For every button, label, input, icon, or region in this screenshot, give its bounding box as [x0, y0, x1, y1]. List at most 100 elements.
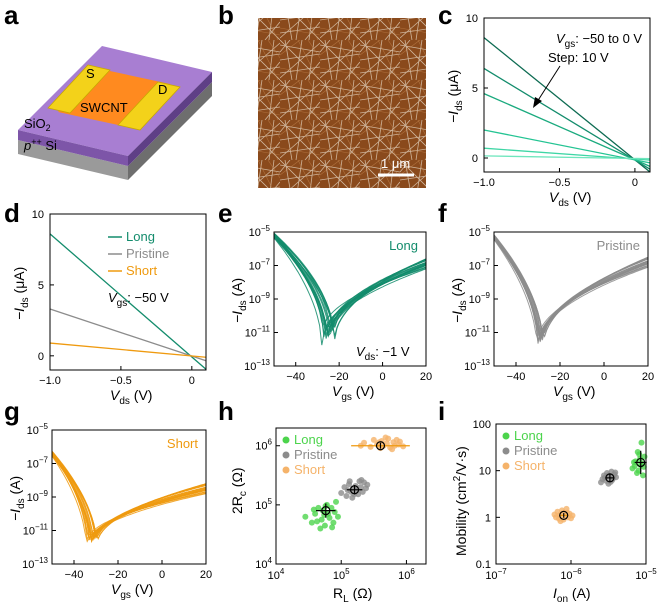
transfer-curve-16 [493, 235, 649, 335]
panel-title: Short [167, 436, 198, 451]
data-point-long [314, 518, 321, 525]
data-point-short [396, 438, 403, 445]
transfer-curve-16 [51, 452, 207, 539]
oxide-side [18, 130, 128, 166]
x-tick-label: 105 [333, 567, 350, 582]
transfer-curve-0 [273, 237, 427, 346]
data-point-pristine [612, 469, 619, 476]
transfer-curve-19 [51, 454, 207, 541]
panel-label-e: e [218, 198, 232, 228]
x-tick-label: −0.5 [549, 177, 571, 189]
y-tick-label: 10−7 [469, 258, 491, 273]
source-electrode [47, 64, 111, 114]
afm-image [258, 18, 426, 188]
y-tick-label: 10−5 [27, 422, 49, 437]
x-axis-label: Vgs (V) [332, 383, 374, 403]
legend-marker-pristine [502, 447, 510, 455]
transfer-curve-18 [273, 234, 427, 333]
transfer-curve-19 [493, 238, 649, 339]
y-tick-label: 10 [466, 13, 478, 25]
data-point-short [361, 439, 368, 446]
legend-label-long: Long [126, 229, 155, 244]
y-tick-label: 10−11 [465, 325, 491, 340]
x-tick-label: 0 [601, 371, 607, 383]
y-tick-label: 10−5 [249, 224, 271, 239]
x-tick-label: 10−6 [560, 567, 582, 582]
data-point-pristine [346, 478, 353, 485]
data-point-short [383, 440, 390, 447]
panel-b: b 1 μm [218, 0, 426, 188]
legend-marker-long [282, 436, 290, 444]
swcnt-label: SWCNT [80, 100, 128, 115]
data-point-short [389, 446, 396, 453]
chart-f: −40 −20 0 20 10−5 10−7 10−9 10−11 10−13 Vgs (V) −I… [449, 224, 654, 403]
y-tick-label: 10−5 [469, 224, 491, 239]
data-point-long [330, 519, 337, 526]
y-tick-label: 10 [32, 209, 44, 221]
x-tick-label: −20 [109, 569, 128, 581]
source-label: S [86, 66, 95, 81]
x-tick-label: −0.5 [110, 375, 132, 387]
x-tick-label: 0 [380, 371, 386, 383]
chart-d: −1.0 −0.5 0 0 5 10 Vds (V) −Ids (μA) Long Pristin… [11, 209, 207, 407]
panel-label-g: g [4, 396, 20, 426]
panel-label-b: b [218, 0, 234, 30]
legend-marker-pristine [282, 451, 290, 459]
y-tick-label: 0.1 [476, 559, 491, 571]
data-point-short [382, 434, 389, 441]
transfer-curve-19 [273, 236, 427, 339]
data-point-long [310, 506, 317, 513]
data-point-pristine [358, 477, 365, 484]
transfer-curve-15 [493, 238, 649, 342]
panel-a: a S D SWCNT SiO2 p++ Si [4, 0, 212, 180]
data-point-long [318, 516, 325, 523]
oxide-front [128, 72, 212, 166]
series-line-2 [483, 93, 651, 167]
x-tick-label: −40 [507, 371, 526, 383]
x-tick-label: 20 [642, 371, 654, 383]
y-axis-label: Mobility (cm2/V·s) [452, 446, 469, 556]
y-tick-label: 1 [485, 512, 491, 524]
series-line-3 [483, 129, 651, 164]
annotation-vgs: Vgs: −50 V [108, 290, 169, 309]
panel-label-h: h [218, 396, 234, 426]
y-axis-label: −Ids (A) [7, 476, 27, 521]
data-point-long [326, 514, 333, 521]
x-tick-label: −20 [551, 371, 570, 383]
data-point-long [315, 504, 322, 511]
y-tick-label: 0 [472, 153, 478, 165]
legend-marker-short [502, 462, 510, 470]
panel-i: i 10−7 10−6 10−5 0.1 1 10 100 LongPristineShort… [438, 396, 657, 605]
legend-label-short: Short [126, 263, 157, 278]
x-axis-label: Vgs (V) [553, 383, 595, 403]
device-schematic: S D SWCNT SiO2 p++ Si [18, 46, 212, 180]
y-tick-label: 10 [479, 466, 491, 478]
data-point-long [302, 513, 309, 520]
y-tick-label: 10−13 [22, 556, 48, 571]
y-tick-label: 5 [38, 280, 44, 292]
oxide-label: SiO2 [24, 116, 51, 133]
y-tick-label: 100 [473, 419, 491, 431]
x-tick-label: 0 [189, 375, 195, 387]
substrate-side [18, 140, 128, 180]
data-point-pristine [338, 490, 345, 497]
x-tick-label: 0 [632, 177, 638, 189]
x-tick-label: −40 [65, 569, 84, 581]
mean-marker-short [559, 510, 569, 521]
legend-label-short: Short [514, 458, 545, 473]
scale-bar-label: 1 μm [381, 156, 410, 171]
transfer-curve-17 [493, 237, 649, 341]
panel-d: d −1.0 −0.5 0 0 5 10 Vds (V) −Ids (μA) Long Prist… [4, 198, 207, 407]
panel-label-d: d [4, 198, 20, 228]
substrate-label: p++ Si [23, 137, 57, 153]
transfer-curve-18 [51, 452, 207, 541]
drain-electrode [117, 81, 181, 131]
x-tick-label: 20 [200, 569, 212, 581]
chart-g: −40 −20 0 20 10−5 10−7 10−9 10−11 10−13 Vgs (V) −I… [7, 422, 212, 601]
transfer-curve-17 [273, 235, 427, 335]
y-tick-label: 10−11 [245, 325, 271, 340]
legend-label-pristine: Pristine [126, 246, 169, 261]
annotation-vgs-range: Vgs: −50 to 0 V [556, 31, 642, 50]
y-axis-label: −Ids (A) [449, 278, 469, 323]
